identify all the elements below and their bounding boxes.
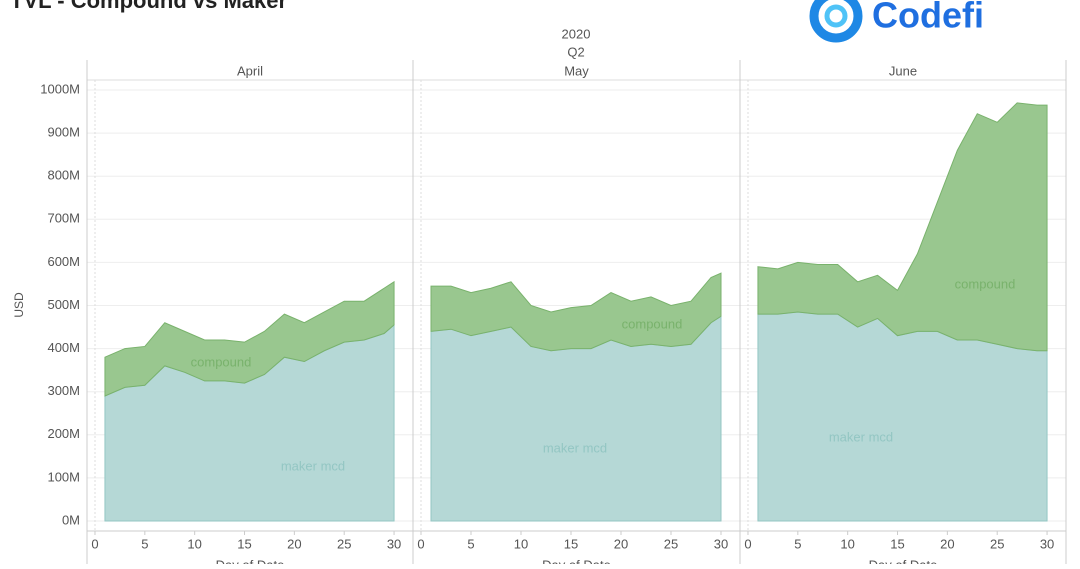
- x-tick-label: 20: [287, 536, 301, 551]
- y-tick-label: 600M: [47, 254, 80, 269]
- x-tick-label: 0: [91, 536, 98, 551]
- y-tick-label: 400M: [47, 340, 80, 355]
- x-axis-label: Day of Date: [869, 557, 938, 564]
- x-tick-label: 20: [614, 536, 628, 551]
- column-header: 2020: [562, 26, 591, 41]
- area: [757, 102, 1048, 352]
- y-tick-label: 1000M: [40, 81, 80, 96]
- area: [430, 272, 722, 352]
- x-tick-label: 20: [940, 536, 954, 551]
- x-tick-label: 10: [514, 536, 528, 551]
- x-tick-label: 0: [744, 536, 751, 551]
- y-tick-label: 200M: [47, 426, 80, 441]
- area: [104, 280, 395, 397]
- x-axis-label: Day of Date: [542, 557, 611, 564]
- x-tick-label: 25: [664, 536, 678, 551]
- y-tick-label: 800M: [47, 168, 80, 183]
- y-tick-label: 0M: [62, 512, 80, 527]
- x-tick-label: 10: [187, 536, 201, 551]
- logo-text: Codefi: [872, 0, 984, 36]
- series-label: maker mcd: [281, 458, 345, 473]
- x-axis-label: Day of Date: [216, 557, 285, 564]
- series-label: compound: [191, 354, 252, 369]
- x-tick-label: 30: [1040, 536, 1054, 551]
- panel-title: April: [237, 63, 263, 78]
- y-axis-label: USD: [12, 292, 26, 318]
- x-tick-label: 15: [237, 536, 251, 551]
- y-tick-label: 500M: [47, 297, 80, 312]
- x-tick-label: 15: [564, 536, 578, 551]
- logo-icon: [809, 0, 863, 43]
- x-tick-label: 30: [714, 536, 728, 551]
- y-tick-label: 900M: [47, 125, 80, 140]
- y-tick-label: 300M: [47, 383, 80, 398]
- x-tick-label: 5: [794, 536, 801, 551]
- x-tick-label: 0: [417, 536, 424, 551]
- logo-icon: [824, 4, 848, 28]
- column-header: Q2: [567, 44, 584, 59]
- series-label: compound: [955, 276, 1016, 291]
- logo: Codefi: [809, 0, 984, 43]
- x-tick-label: 25: [990, 536, 1004, 551]
- x-tick-label: 5: [141, 536, 148, 551]
- chart-title: TVL - Compound vs Maker: [10, 0, 288, 13]
- series-label: maker mcd: [829, 429, 893, 444]
- panel-title: June: [889, 63, 917, 78]
- series-label: compound: [622, 316, 683, 331]
- panel-title: May: [564, 63, 589, 78]
- x-tick-label: 5: [467, 536, 474, 551]
- y-tick-label: 700M: [47, 211, 80, 226]
- series-label: maker mcd: [543, 440, 607, 455]
- x-tick-label: 10: [840, 536, 854, 551]
- x-tick-label: 25: [337, 536, 351, 551]
- x-tick-label: 15: [890, 536, 904, 551]
- x-tick-label: 30: [387, 536, 401, 551]
- y-tick-label: 100M: [47, 469, 80, 484]
